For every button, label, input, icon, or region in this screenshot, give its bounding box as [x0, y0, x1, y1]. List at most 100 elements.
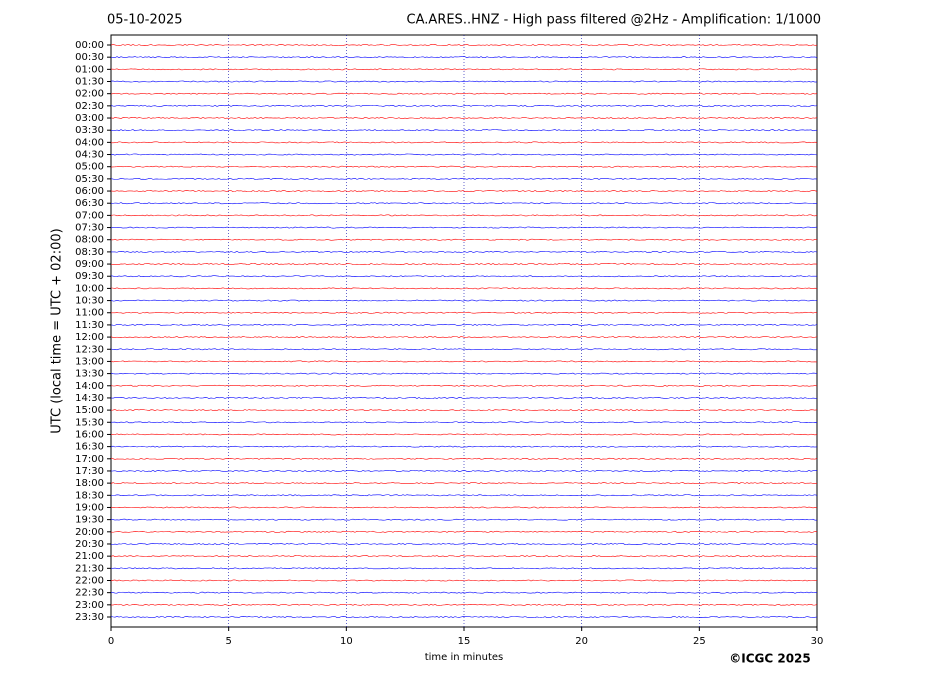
trace — [110, 445, 818, 448]
y-tick-label: 11:30 — [75, 320, 104, 331]
trace — [110, 433, 818, 436]
y-tick-label: 17:30 — [75, 466, 104, 477]
y-tick-label: 20:00 — [75, 527, 104, 538]
trace — [110, 616, 818, 618]
y-tick-label: 04:00 — [75, 137, 104, 148]
x-tick-label: 20 — [575, 636, 588, 647]
copyright: ©ICGC 2025 — [729, 652, 811, 666]
y-tick-label: 00:00 — [75, 40, 104, 51]
y-tick-label: 22:30 — [75, 588, 104, 599]
y-tick-label: 01:00 — [75, 64, 104, 75]
y-tick-label: 14:00 — [75, 381, 104, 392]
y-tick-label: 13:30 — [75, 369, 104, 380]
trace — [110, 190, 818, 192]
trace — [110, 506, 818, 509]
trace — [110, 311, 818, 314]
y-tick-label: 15:30 — [75, 417, 104, 428]
trace — [110, 68, 818, 71]
y-tick-label: 10:30 — [75, 296, 104, 307]
trace — [110, 555, 818, 558]
y-tick-label: 21:30 — [75, 563, 104, 574]
y-tick-label: 22:00 — [75, 575, 104, 586]
y-tick-label: 23:00 — [75, 600, 104, 611]
y-tick-label: 11:00 — [75, 308, 104, 319]
y-tick-label: 15:00 — [75, 405, 104, 416]
y-tick-label: 07:00 — [75, 210, 104, 221]
y-tick-label: 12:00 — [75, 332, 104, 343]
trace — [110, 250, 818, 253]
y-tick-label: 18:00 — [75, 478, 104, 489]
trace — [110, 348, 818, 351]
y-tick-label: 10:00 — [75, 283, 104, 294]
y-tick-label: 08:00 — [75, 235, 104, 246]
y-axis-label: UTC (local time = UTC + 02:00) — [50, 228, 65, 433]
y-tick-label: 16:30 — [75, 442, 104, 453]
trace — [110, 567, 818, 570]
y-tick-label: 19:30 — [75, 515, 104, 526]
trace — [110, 80, 818, 83]
x-tick-label: 5 — [225, 636, 231, 647]
y-tick-label: 09:30 — [75, 271, 104, 282]
trace — [110, 591, 818, 594]
trace — [110, 518, 818, 521]
y-tick-label: 07:30 — [75, 223, 104, 234]
x-tick-label: 0 — [108, 636, 114, 647]
y-tick-label: 23:30 — [75, 612, 104, 623]
trace — [110, 397, 818, 399]
x-axis-label: time in minutes — [425, 652, 504, 663]
y-tick-label: 06:00 — [75, 186, 104, 197]
trace — [111, 141, 818, 144]
trace — [110, 543, 817, 545]
y-tick-label: 17:00 — [75, 454, 104, 465]
trace — [110, 409, 818, 412]
trace — [110, 287, 818, 290]
trace — [110, 299, 818, 302]
trace — [110, 384, 818, 387]
x-tick-label: 10 — [340, 636, 353, 647]
trace — [110, 579, 818, 582]
y-tick-label: 01:30 — [75, 77, 104, 88]
chart-title: CA.ARES..HNZ - High pass filtered @2Hz -… — [407, 13, 821, 28]
trace — [110, 56, 818, 59]
trace — [110, 372, 818, 375]
trace — [110, 165, 818, 168]
y-tick-label: 21:00 — [75, 551, 104, 562]
x-tick-label: 30 — [811, 636, 824, 647]
y-tick-label: 20:30 — [75, 539, 104, 550]
trace — [110, 104, 818, 107]
trace — [110, 470, 818, 472]
trace — [110, 226, 818, 229]
chart-date: 05-10-2025 — [107, 13, 183, 28]
trace — [110, 129, 818, 132]
trace — [110, 323, 818, 326]
x-tick-label: 25 — [693, 636, 706, 647]
trace — [110, 92, 818, 95]
trace — [110, 44, 818, 46]
trace — [110, 263, 818, 265]
trace — [110, 603, 818, 606]
trace — [110, 238, 817, 241]
y-tick-label: 13:00 — [75, 356, 104, 367]
y-tick-label: 18:30 — [75, 490, 104, 501]
y-tick-label: 08:30 — [75, 247, 104, 258]
y-tick-label: 12:30 — [75, 344, 104, 355]
y-tick-label: 16:00 — [75, 429, 104, 440]
y-tick-label: 03:00 — [75, 113, 104, 124]
trace — [110, 202, 818, 205]
y-tick-label: 05:00 — [75, 162, 104, 173]
y-tick-label: 00:30 — [75, 52, 104, 63]
trace — [110, 214, 818, 217]
y-tick-label: 02:00 — [75, 89, 104, 100]
trace — [110, 360, 818, 363]
y-tick-label: 03:30 — [75, 125, 104, 136]
trace — [110, 177, 818, 180]
x-tick-label: 15 — [458, 636, 471, 647]
plot-frame — [110, 34, 818, 628]
trace — [110, 336, 818, 339]
y-tick-label: 19:00 — [75, 502, 104, 513]
trace — [110, 494, 818, 497]
y-tick-label: 14:30 — [75, 393, 104, 404]
trace — [110, 421, 818, 424]
y-tick-label: 02:30 — [75, 101, 104, 112]
